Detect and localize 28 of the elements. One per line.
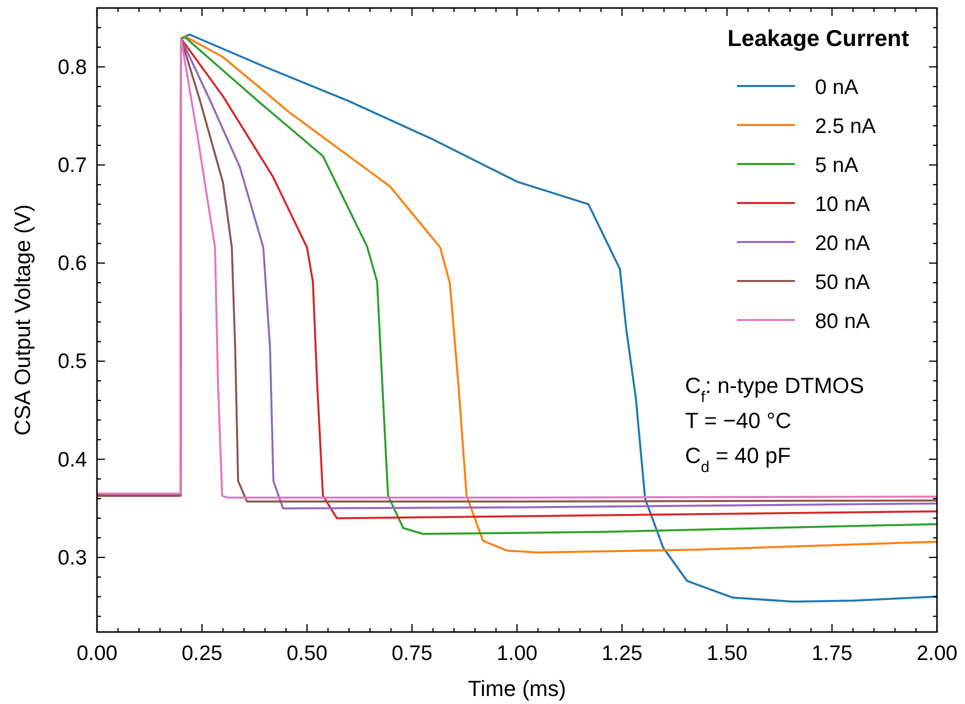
x-tick-label: 2.00 (916, 642, 958, 665)
legend-label: 2.5 nA (815, 115, 876, 138)
y-tick-label: 0.6 (58, 252, 87, 276)
y-tick-label: 0.8 (58, 56, 87, 79)
x-tick-label: 0.75 (392, 642, 432, 665)
y-tick-label: 0.5 (58, 350, 87, 374)
x-tick-label: 1.25 (602, 642, 642, 665)
legend-label: 80 nA (815, 310, 870, 333)
x-axis-title: Time (ms) (468, 676, 566, 701)
legend-label: 50 nA (815, 271, 870, 294)
legend-title: Leakage Current (727, 25, 910, 51)
x-tick-label: 0.25 (182, 642, 222, 665)
y-tick-label: 0.3 (58, 546, 87, 570)
x-tick-label: 1.00 (496, 642, 538, 665)
x-tick-label: 0.50 (286, 642, 328, 665)
y-axis-title: CSA Output Voltage (V) (10, 204, 35, 436)
x-tick-label: 0.00 (76, 642, 118, 665)
legend-label: 5 nA (815, 154, 858, 177)
legend-label: 0 nA (815, 76, 858, 99)
legend-label: 20 nA (815, 232, 870, 255)
annotation: C$_{f}$: n-type DTMOS (685, 373, 864, 406)
y-tick-label: 0.4 (58, 448, 88, 472)
x-tick-label: 1.50 (706, 642, 748, 665)
annotation: T = −40 °C (685, 408, 792, 433)
x-tick-label: 1.75 (812, 642, 852, 665)
legend-label: 10 nA (815, 193, 870, 216)
y-tick-label: 0.7 (58, 154, 87, 177)
annotation: C$_{d}$ = 40 pF (685, 443, 791, 476)
